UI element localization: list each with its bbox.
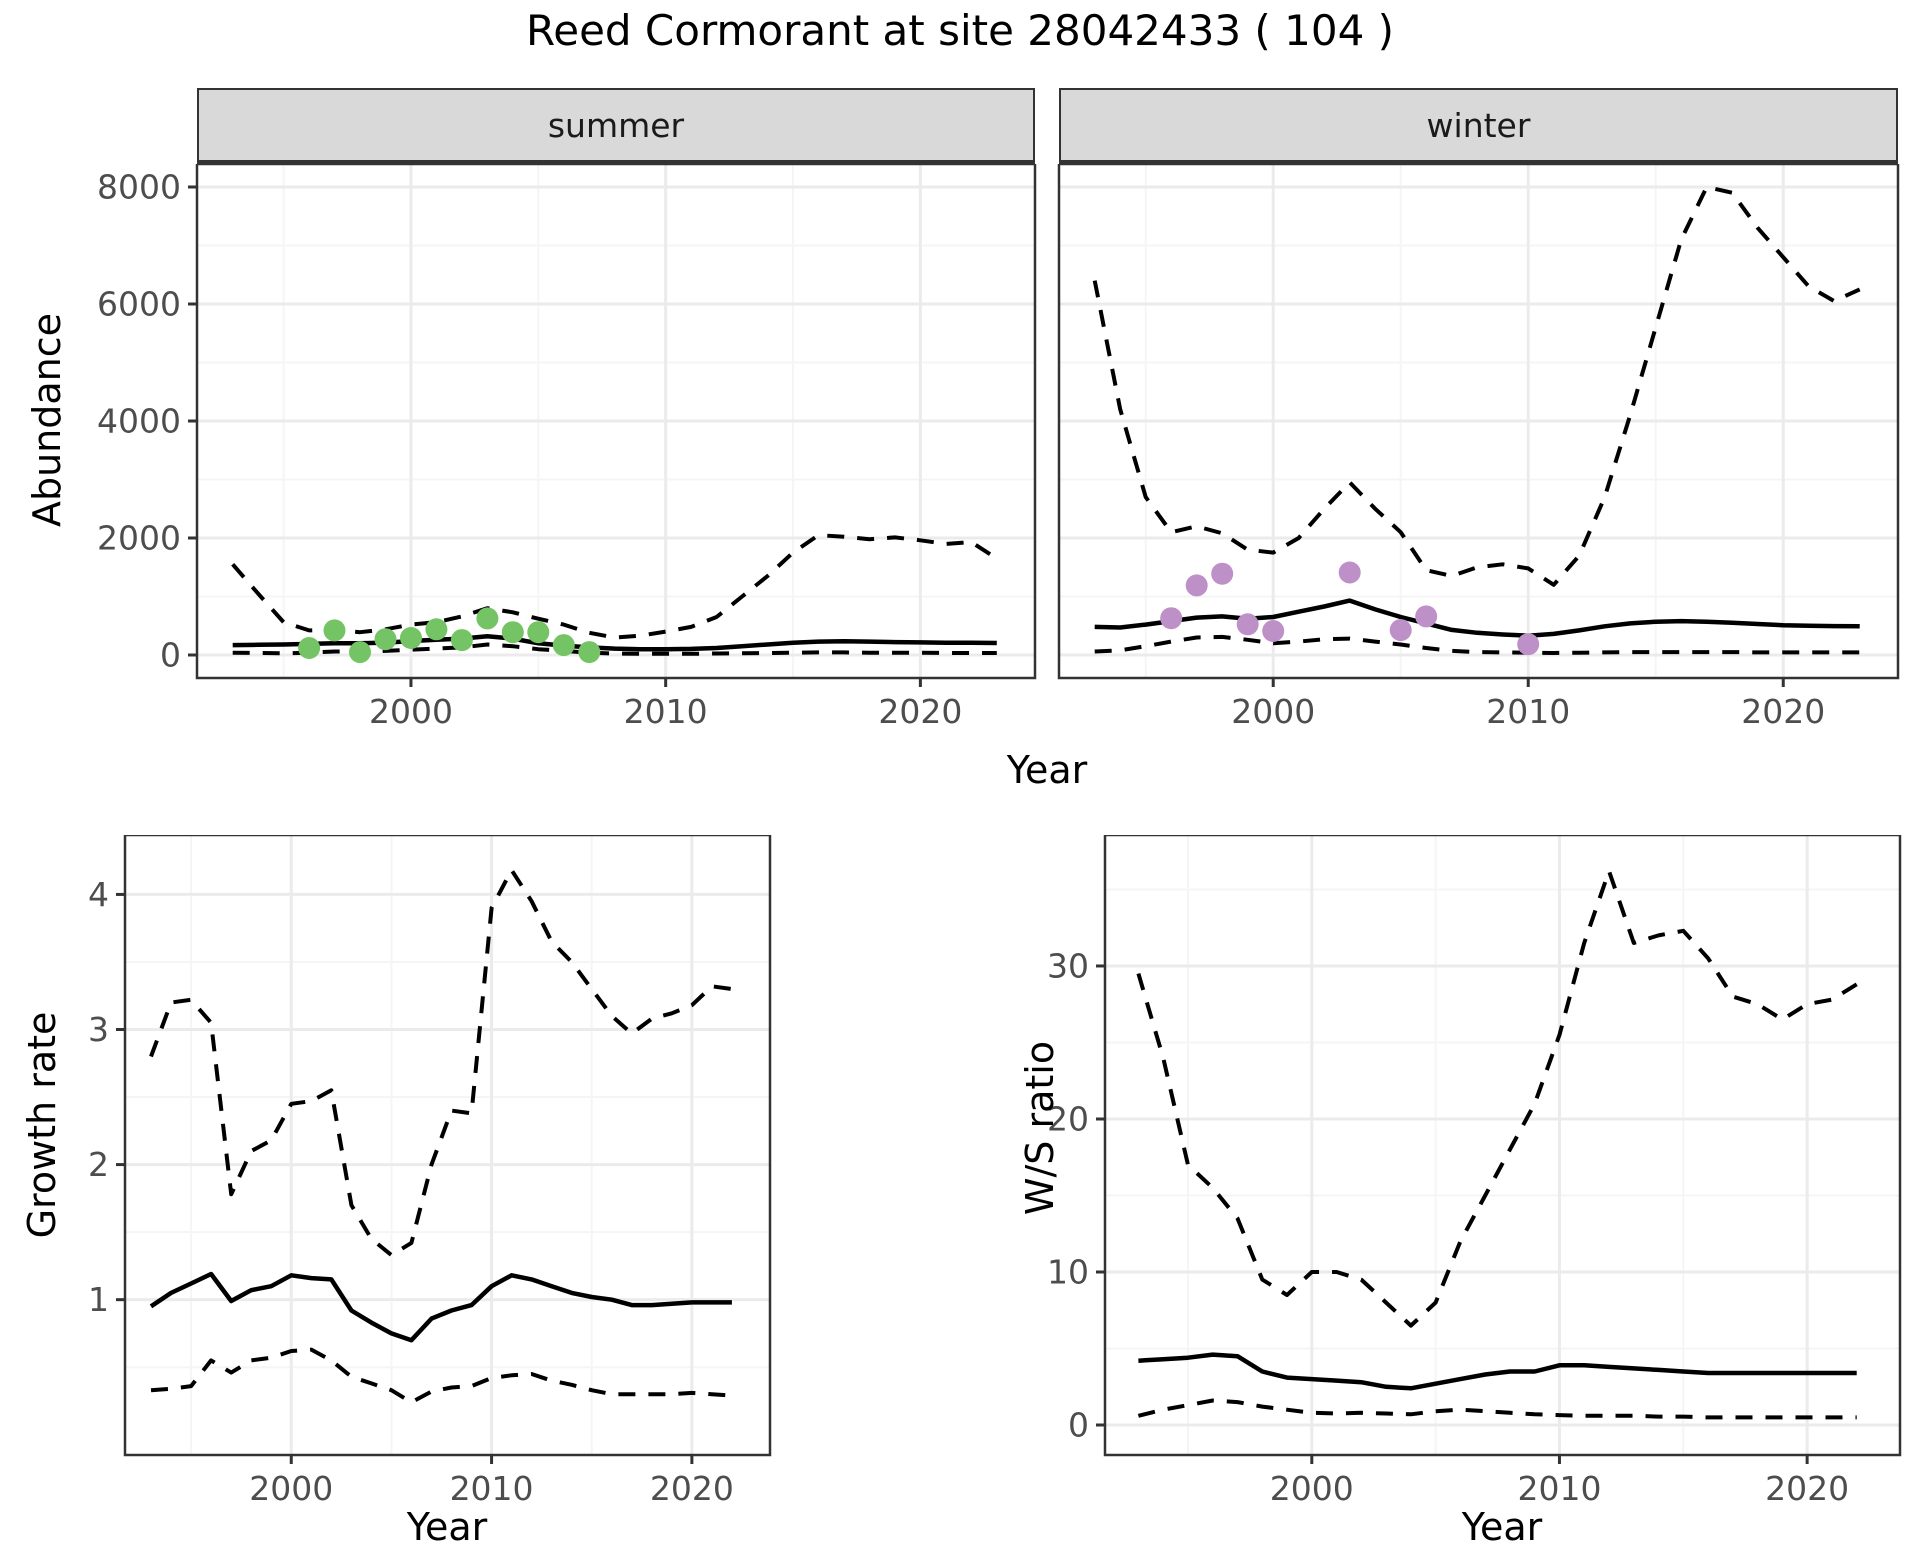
x-axis-title-bottom-right: Year: [1461, 1505, 1543, 1549]
upper-ci-line: [231, 533, 998, 640]
y-tick-label: 30: [1047, 946, 1089, 985]
observed-point: [374, 628, 397, 651]
x-tick-label: 2010: [1517, 1469, 1601, 1508]
y-axis-title-ws-ratio: W/S ratio: [1018, 1040, 1062, 1216]
y-tick-label: 0: [1068, 1406, 1089, 1445]
y-tick-label: 2000: [97, 519, 181, 558]
upper-ci-line: [1136, 869, 1858, 1328]
median-line: [1138, 1352, 1857, 1391]
abundance-summer-svg: 2000 2010 2020 0 2000 4000 6000 8000: [97, 162, 1037, 731]
plot-title: Reed Cormorant at site 28042433 ( 104 ): [525, 6, 1395, 55]
y-tick-label: 6000: [97, 284, 181, 323]
median-line: [149, 1271, 732, 1343]
x-tick-label: 2010: [624, 692, 708, 731]
observed-point: [1236, 613, 1259, 636]
lower-ci-line: [150, 1347, 733, 1405]
observed-point: [400, 627, 422, 649]
facet-strip-winter: winter: [1059, 88, 1898, 164]
ws-ratio-svg: 2000 2010 2020 0 10 20 30: [1047, 833, 1902, 1508]
y-tick-label: 2: [88, 1145, 109, 1184]
y-tick-label: 8000: [97, 167, 181, 206]
abundance-winter-panel: 2000 2010 2020: [1050, 162, 1920, 768]
y-tick-label: 0: [160, 636, 181, 675]
y-tick-label: 10: [1047, 1252, 1089, 1291]
y-tick-label: 4000: [97, 402, 181, 441]
observed-point: [476, 607, 499, 630]
upper-ci-line: [149, 868, 733, 1258]
facet-strip-winter-label: winter: [1426, 105, 1531, 145]
panel-border: [1057, 162, 1900, 680]
abundance-summer-panel: 2000 2010 2020 0 2000 4000 6000 8000: [60, 162, 1050, 768]
observed-point: [323, 619, 346, 642]
y-tick-label: 3: [88, 1010, 109, 1049]
x-axis-title-bottom-left: Year: [406, 1505, 488, 1549]
observed-point: [527, 621, 550, 644]
observed-point: [1211, 562, 1234, 585]
lower-ci-line: [1137, 1398, 1857, 1420]
observed-point: [1185, 574, 1208, 597]
x-tick-label: 2020: [650, 1469, 734, 1508]
observed-point: [1517, 633, 1540, 656]
panel-background: [1105, 835, 1900, 1455]
panel-border: [123, 833, 772, 1457]
observed-point: [298, 637, 321, 659]
x-tick-label: 2010: [450, 1469, 534, 1508]
observed-point: [1415, 605, 1438, 628]
x-tick-label: 2020: [1765, 1469, 1849, 1508]
panel-background: [125, 835, 770, 1455]
observed-point: [578, 641, 601, 664]
x-tick-label: 2000: [1270, 1469, 1354, 1508]
abundance-winter-svg: 2000 2010 2020: [1057, 162, 1900, 731]
x-axis-title-top: Year: [1006, 748, 1088, 792]
panel-border: [1103, 833, 1902, 1457]
observed-point: [1160, 607, 1183, 630]
x-tick-label: 2000: [1231, 692, 1315, 731]
x-tick-label: 2020: [1741, 692, 1825, 731]
facet-strip-summer-label: summer: [547, 105, 685, 145]
y-tick-label: 20: [1047, 1099, 1089, 1138]
x-tick-label: 2010: [1486, 692, 1570, 731]
observed-point: [1389, 619, 1412, 642]
y-axis-title-growth-rate: Growth rate: [20, 1011, 64, 1239]
observed-point: [1338, 561, 1361, 584]
y-axis-title-abundance: Abundance: [25, 312, 69, 528]
observed-point: [425, 618, 448, 641]
growth-rate-panel: 2000 2010 2020 1 2 3 4: [70, 833, 785, 1539]
observed-point: [450, 629, 473, 652]
facet-strip-summer: summer: [197, 88, 1035, 164]
ws-ratio-panel: 2000 2010 2020 0 10 20 30: [1020, 833, 1920, 1539]
x-tick-label: 2000: [369, 692, 453, 731]
x-tick-label: 2020: [878, 692, 962, 731]
observed-point: [501, 621, 524, 644]
lower-ci-line: [1094, 634, 1860, 655]
median-line: [1094, 598, 1860, 638]
y-tick-label: 4: [88, 875, 109, 914]
x-tick-label: 2000: [249, 1469, 333, 1508]
growth-rate-svg: 2000 2010 2020 1 2 3 4: [88, 833, 772, 1508]
observed-point: [1262, 620, 1285, 642]
observed-point: [349, 641, 371, 664]
observed-point: [552, 634, 575, 657]
y-tick-label: 1: [88, 1280, 109, 1319]
